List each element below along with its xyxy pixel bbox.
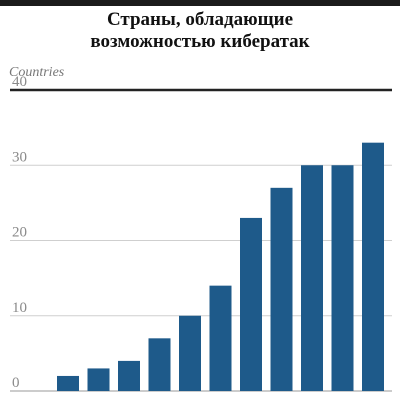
- bar: [179, 315, 201, 391]
- bar: [270, 187, 293, 391]
- bar: [57, 375, 79, 391]
- y-tick-label: 0: [12, 375, 20, 391]
- top-decorative-strip: [0, 0, 400, 6]
- y-tick-label: 10: [12, 300, 27, 316]
- chart-title-line-1: Страны, обладающие: [106, 9, 294, 30]
- bar: [118, 360, 140, 391]
- chart-title-line-2: возможностью кибератак: [90, 31, 310, 52]
- y-tick-label: 30: [12, 149, 27, 165]
- bar: [362, 142, 384, 391]
- bar: [87, 368, 110, 391]
- chart-title: Страны, обладающие возможностью киберата…: [0, 9, 400, 53]
- bar: [331, 165, 354, 391]
- bar: [209, 285, 232, 391]
- y-tick-label: 40: [12, 74, 27, 90]
- bar: [148, 338, 171, 391]
- bar: [240, 217, 262, 391]
- y-tick-label: 20: [12, 225, 27, 241]
- y-axis-label: Countries: [9, 65, 65, 80]
- bar: [301, 165, 323, 391]
